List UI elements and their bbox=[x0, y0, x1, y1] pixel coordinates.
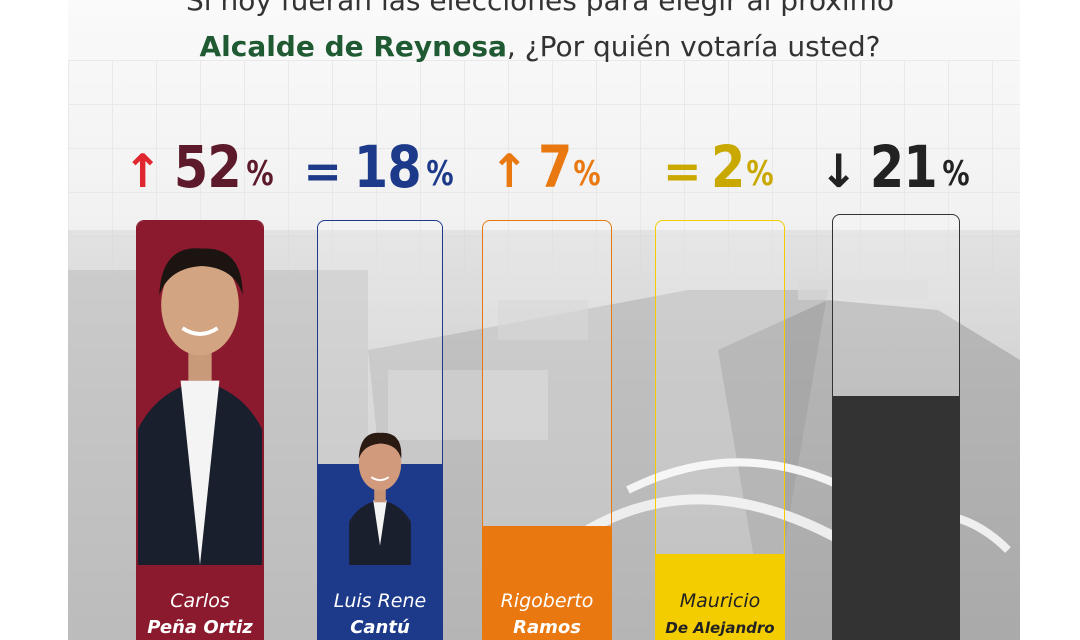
question-line-1: Si hoy fueran las elecciones para elegir… bbox=[186, 0, 894, 17]
candidate-last-name: Cantú bbox=[350, 617, 410, 638]
vote-bar bbox=[833, 396, 959, 640]
candidate-last-name: Ramos bbox=[513, 617, 581, 638]
candidate-last-name: De Alejandro bbox=[665, 619, 775, 637]
equal-trend-icon: = bbox=[303, 144, 342, 198]
percent-sign: % bbox=[942, 154, 970, 194]
question-highlight: Alcalde de Reynosa bbox=[199, 30, 507, 63]
candidate-photo bbox=[349, 432, 411, 565]
candidate-card-1: Carlos Peña Ortiz bbox=[136, 220, 264, 640]
candidate-name: Rigoberto Ramos bbox=[483, 581, 611, 640]
percent-value: 18 bbox=[353, 133, 422, 201]
candidate-card-4: Mauricio De Alejandro bbox=[655, 220, 785, 640]
equal-trend-icon: = bbox=[663, 144, 702, 198]
percent-value: 21 bbox=[869, 133, 938, 201]
candidate-card-3: Rigoberto Ramos bbox=[482, 220, 612, 640]
question-rest: , ¿Por quién votaría usted? bbox=[506, 30, 881, 63]
percent-sign: % bbox=[573, 154, 601, 194]
percent-label-1: ↑ 52% bbox=[116, 136, 284, 196]
candidate-first-name: Luis Rene bbox=[333, 590, 427, 612]
candidate-name: Carlos Peña Ortiz bbox=[137, 581, 263, 640]
candidate-photo bbox=[137, 248, 263, 565]
candidate-first-name: Carlos bbox=[170, 590, 230, 612]
candidate-name: Mauricio De Alejandro bbox=[656, 581, 784, 640]
up-arrow-icon: ↑ bbox=[123, 144, 162, 198]
percent-sign: % bbox=[746, 154, 774, 194]
percent-label-3: ↑ 7% bbox=[462, 136, 632, 196]
percent-value: 7 bbox=[537, 133, 571, 201]
percent-sign: % bbox=[246, 154, 274, 194]
percent-sign: % bbox=[426, 154, 454, 194]
right-margin bbox=[1020, 0, 1080, 640]
percent-label-2: = 18% bbox=[297, 136, 463, 196]
candidate-card-5 bbox=[832, 214, 960, 640]
down-arrow-icon: ↓ bbox=[819, 144, 858, 198]
left-margin bbox=[0, 0, 68, 640]
up-arrow-icon: ↑ bbox=[490, 144, 529, 198]
percent-label-5: ↓ 21% bbox=[812, 136, 980, 196]
percent-label-4: = 2% bbox=[635, 136, 805, 196]
candidate-first-name: Rigoberto bbox=[500, 590, 594, 612]
candidate-name: Luis Rene Cantú bbox=[318, 581, 442, 640]
question-line-2: Alcalde de Reynosa, ¿Por quién votaría u… bbox=[0, 30, 1080, 63]
percent-value: 52 bbox=[173, 133, 242, 201]
candidate-first-name: Mauricio bbox=[679, 590, 761, 612]
percent-value: 2 bbox=[710, 133, 744, 201]
candidate-card-2: Luis Rene Cantú bbox=[317, 220, 443, 640]
candidate-last-name: Peña Ortiz bbox=[147, 617, 253, 638]
